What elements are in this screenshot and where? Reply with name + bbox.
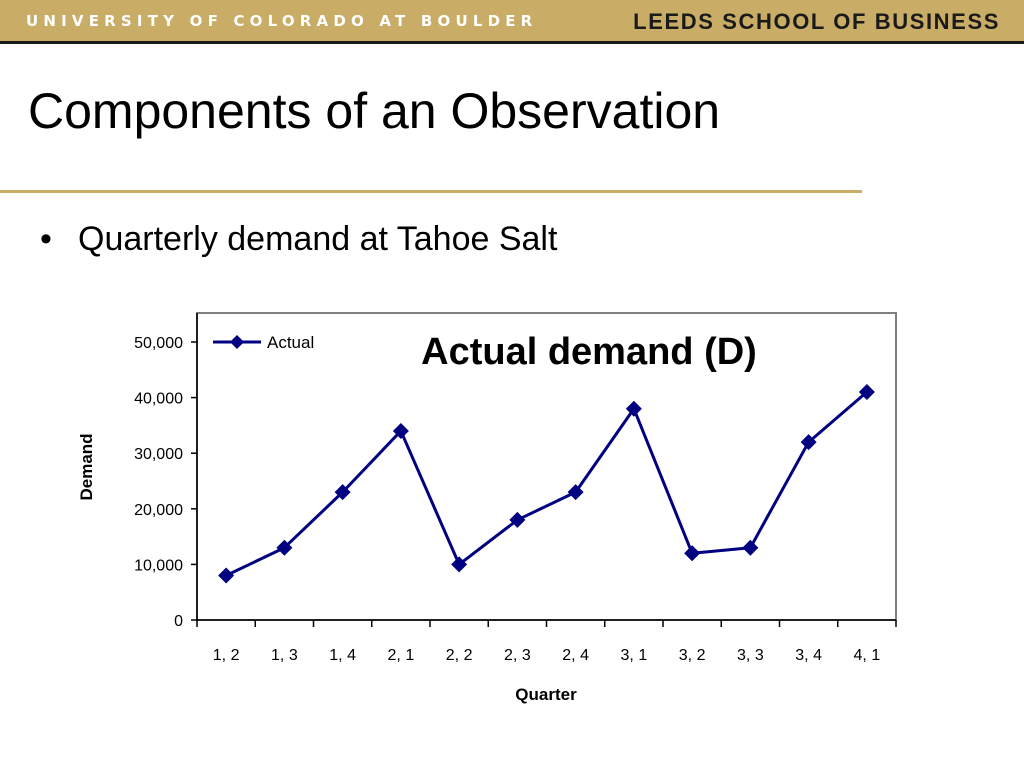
x-tick-label: 2, 1 — [388, 647, 415, 664]
x-tick-label: 2, 3 — [504, 647, 531, 664]
legend-marker — [230, 335, 244, 349]
legend-label: Actual — [267, 333, 314, 352]
school-name: LEEDS SCHOOL OF BUSINESS — [633, 9, 1000, 34]
data-point — [334, 484, 351, 501]
x-tick-label: 3, 3 — [737, 647, 764, 664]
x-tick-label: 3, 1 — [621, 647, 648, 664]
x-axis-title: Quarter — [515, 685, 577, 704]
y-tick-label: 40,000 — [134, 391, 183, 408]
y-axis-title: Demand — [77, 433, 96, 500]
header-bar: UNIVERSITY OF COLORADO AT BOULDER LEEDS … — [0, 0, 1024, 44]
bullet-text: Quarterly demand at Tahoe Salt — [78, 220, 558, 258]
series-line — [225, 390, 868, 577]
data-point — [392, 422, 409, 439]
y-tick-label: 30,000 — [134, 446, 183, 463]
y-tick-label: 0 — [174, 613, 183, 630]
data-point — [858, 384, 875, 401]
x-tick-label: 2, 4 — [562, 647, 589, 664]
data-point — [684, 545, 701, 562]
data-point — [625, 400, 642, 417]
slide-title: Components of an Observation — [28, 83, 721, 139]
y-tick-label: 50,000 — [134, 335, 183, 352]
bullet-item: • Quarterly demand at Tahoe Salt — [40, 220, 557, 259]
x-tick-label: 3, 2 — [679, 647, 706, 664]
x-tick-label: 1, 4 — [329, 647, 356, 664]
university-name: UNIVERSITY OF COLORADO AT BOULDER — [26, 12, 538, 30]
data-point — [218, 567, 235, 584]
data-point — [567, 484, 584, 501]
data-point — [451, 556, 468, 573]
y-tick-label: 20,000 — [134, 502, 183, 519]
x-tick-label: 1, 2 — [213, 647, 240, 664]
data-point — [276, 539, 293, 556]
y-tick-label: 10,000 — [134, 557, 183, 574]
x-tick-label: 1, 3 — [271, 647, 298, 664]
chart-title: Actual demand (D) — [421, 331, 757, 373]
data-point — [800, 434, 817, 451]
x-tick-label: 3, 4 — [795, 647, 822, 664]
data-point — [742, 539, 759, 556]
x-tick-label: 4, 1 — [854, 647, 881, 664]
x-tick-label: 2, 2 — [446, 647, 473, 664]
plot-area — [196, 312, 897, 621]
bullet-icon: • — [40, 220, 52, 258]
data-point — [509, 511, 526, 528]
title-divider — [0, 190, 862, 193]
